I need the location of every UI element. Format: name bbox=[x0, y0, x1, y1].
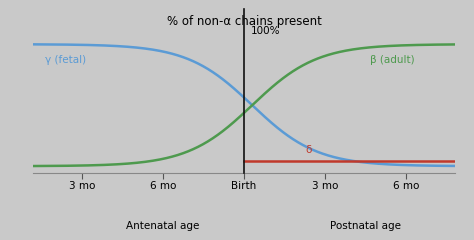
Text: β (adult): β (adult) bbox=[370, 55, 414, 65]
Text: Postnatal age: Postnatal age bbox=[330, 221, 401, 231]
Text: γ (fetal): γ (fetal) bbox=[46, 55, 86, 65]
Text: δ: δ bbox=[305, 145, 311, 155]
Text: Antenatal age: Antenatal age bbox=[126, 221, 200, 231]
Text: 100%: 100% bbox=[251, 26, 280, 36]
Title: % of non-α chains present: % of non-α chains present bbox=[167, 15, 321, 28]
